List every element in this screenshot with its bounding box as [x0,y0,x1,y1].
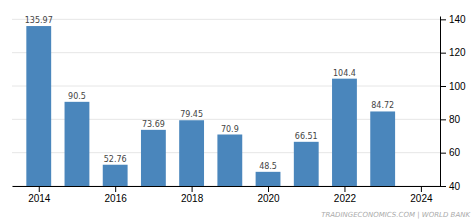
x-tick-label: 2022 [334,193,357,204]
x-tick: 2016 [105,186,128,204]
y-tick-label: 80 [449,114,461,125]
x-tick-label: 2024 [410,193,433,204]
y-tick: 40 [440,181,461,192]
x-tick: 2024 [410,186,433,204]
x-tick-label: 2014 [28,193,51,204]
data-label: 66.51 [295,132,318,141]
data-label: 90.5 [68,92,86,101]
y-tick-label: 100 [449,81,466,92]
bar [256,172,281,186]
data-label: 104.4 [333,69,356,78]
bar [141,130,166,186]
y-tick-label: 140 [449,14,466,25]
x-axis: 2014 2016 2018 2020 2022 2024 [13,186,441,204]
grid [12,19,440,186]
x-tick-label: 2020 [257,193,280,204]
bar [179,120,204,186]
x-tick: 2020 [257,186,280,204]
x-tick: 2014 [28,186,51,204]
data-labels: 135.97 90.5 52.76 73.69 79.45 70.9 48.5 66.51 10… [25,16,394,171]
bar [26,26,51,186]
data-label: 73.69 [142,120,165,129]
y-tick-label: 40 [449,181,461,192]
x-tick-mark [421,186,422,192]
x-tick-mark [344,186,345,192]
bar [103,165,128,186]
x-axis-line [13,186,441,187]
bar [332,79,357,186]
bar [294,142,319,186]
y-axis: 40 60 80 100 120 140 [440,14,466,192]
chart: 135.97 90.5 52.76 73.69 79.45 70.9 48.5 66.51 10… [0,0,474,220]
bar [217,135,242,187]
annotation: TRADINGECONOMICS.COM | WORLD BANK [321,211,471,219]
x-tick-mark [115,186,116,192]
bar [65,102,90,186]
x-tick-mark [268,186,269,192]
y-tick: 120 [440,47,466,58]
y-tick-mark [440,186,446,187]
x-tick: 2018 [181,186,204,204]
y-tick: 100 [440,81,466,92]
data-label: 52.76 [104,155,127,164]
x-tick-mark [39,186,40,192]
x-tick-label: 2016 [105,193,128,204]
grid-line [12,52,440,53]
x-tick-label: 2018 [181,193,204,204]
data-label: 79.45 [180,110,203,119]
y-tick: 60 [440,147,461,158]
x-tick-mark [192,186,193,192]
y-tick-mark [440,153,446,154]
y-tick-mark [440,53,446,54]
y-tick-mark [440,86,446,87]
data-label: 84.72 [371,101,394,110]
grid-line [12,86,440,87]
y-tick-mark [440,19,446,20]
y-tick-label: 120 [449,47,466,58]
data-label: 135.97 [25,16,53,25]
bars [26,26,395,186]
y-axis-line [440,17,441,187]
y-tick-label: 60 [449,147,461,158]
plot: 135.97 90.5 52.76 73.69 79.45 70.9 48.5 66.51 10… [12,14,466,204]
y-tick-mark [440,119,446,120]
x-tick: 2022 [334,186,357,204]
grid-line [12,19,440,20]
data-label: 48.5 [259,162,277,171]
bar [370,111,395,186]
y-tick: 80 [440,114,461,125]
y-tick: 140 [440,14,466,25]
data-label: 70.9 [221,125,239,134]
